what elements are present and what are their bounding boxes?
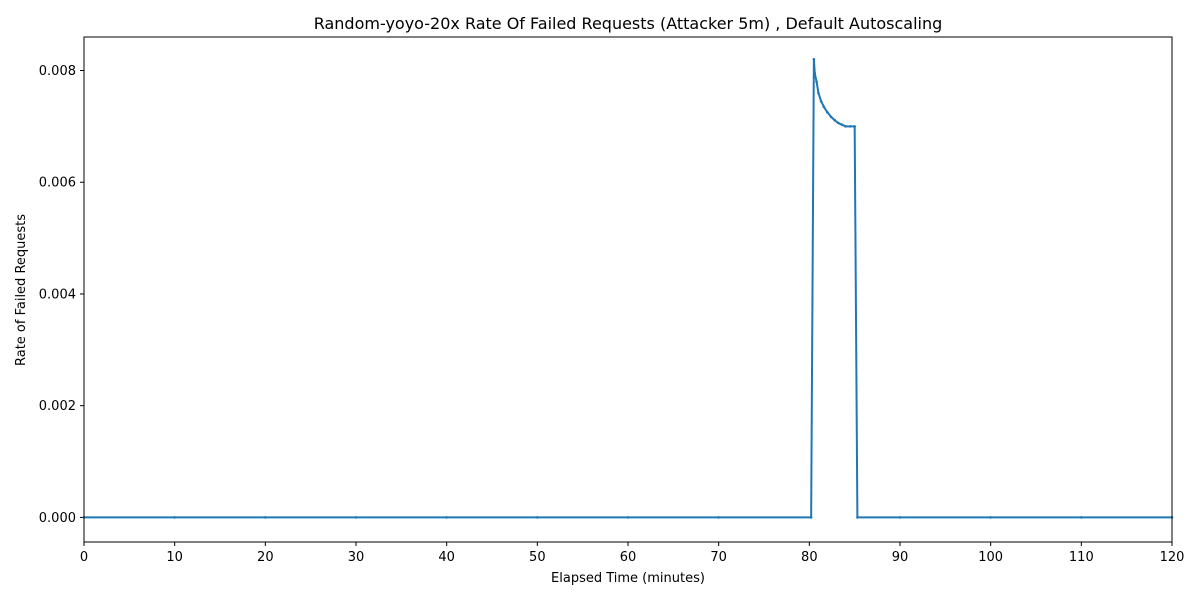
x-tick-label: 40 bbox=[438, 550, 455, 565]
data-point bbox=[898, 516, 902, 519]
data-point bbox=[844, 125, 847, 128]
x-tick-label: 0 bbox=[80, 550, 88, 565]
x-tick-label: 100 bbox=[978, 550, 1003, 565]
data-point bbox=[848, 125, 852, 128]
data-point bbox=[840, 123, 844, 127]
data-point bbox=[829, 115, 833, 119]
data-point bbox=[989, 516, 992, 519]
y-axis-ticks: 0.000 0.002 0.004 0.006 0.008 bbox=[39, 64, 84, 526]
data-point bbox=[809, 516, 813, 519]
data-point bbox=[536, 516, 539, 519]
data-point bbox=[812, 58, 816, 61]
data-point bbox=[354, 516, 358, 519]
data-point bbox=[264, 516, 267, 519]
data-point bbox=[819, 99, 823, 103]
x-axis-label: Elapsed Time (minutes) bbox=[551, 571, 705, 586]
data-point bbox=[813, 72, 817, 75]
plot-frame bbox=[83, 36, 1173, 543]
data-point bbox=[445, 516, 448, 519]
data-point bbox=[822, 105, 826, 109]
x-tick-label: 30 bbox=[348, 550, 365, 565]
y-tick-label: 0.006 bbox=[39, 176, 76, 191]
data-point bbox=[856, 516, 859, 519]
x-tick-label: 120 bbox=[1160, 550, 1185, 565]
y-axis-label: Rate of Failed Requests bbox=[14, 214, 29, 366]
x-axis-ticks: 0 10 20 30 40 50 60 70 80 90 100 110 120 bbox=[80, 542, 1185, 565]
data-point bbox=[173, 516, 176, 519]
data-point bbox=[717, 516, 720, 519]
data-point bbox=[853, 125, 856, 128]
chart-title: Random-yoyo-20x Rate Of Failed Requests … bbox=[314, 14, 943, 33]
data-point bbox=[837, 121, 840, 125]
data-point bbox=[817, 91, 820, 95]
x-tick-label: 80 bbox=[801, 550, 818, 565]
x-tick-label: 50 bbox=[529, 550, 546, 565]
data-point bbox=[826, 111, 829, 114]
data-point bbox=[815, 80, 818, 83]
data-point bbox=[833, 118, 837, 122]
y-tick-label: 0.002 bbox=[39, 399, 76, 414]
series-layer bbox=[82, 58, 1174, 519]
x-tick-label: 110 bbox=[1069, 550, 1094, 565]
x-tick-label: 10 bbox=[166, 550, 183, 565]
x-tick-label: 60 bbox=[620, 550, 637, 565]
y-tick-label: 0.000 bbox=[39, 511, 76, 526]
y-tick-label: 0.008 bbox=[39, 64, 76, 79]
y-tick-label: 0.004 bbox=[39, 287, 76, 302]
x-tick-label: 90 bbox=[892, 550, 909, 565]
data-point bbox=[626, 516, 630, 519]
x-tick-label: 70 bbox=[710, 550, 727, 565]
x-tick-label: 20 bbox=[257, 550, 274, 565]
series-line bbox=[84, 58, 1172, 519]
data-point bbox=[1080, 516, 1083, 519]
